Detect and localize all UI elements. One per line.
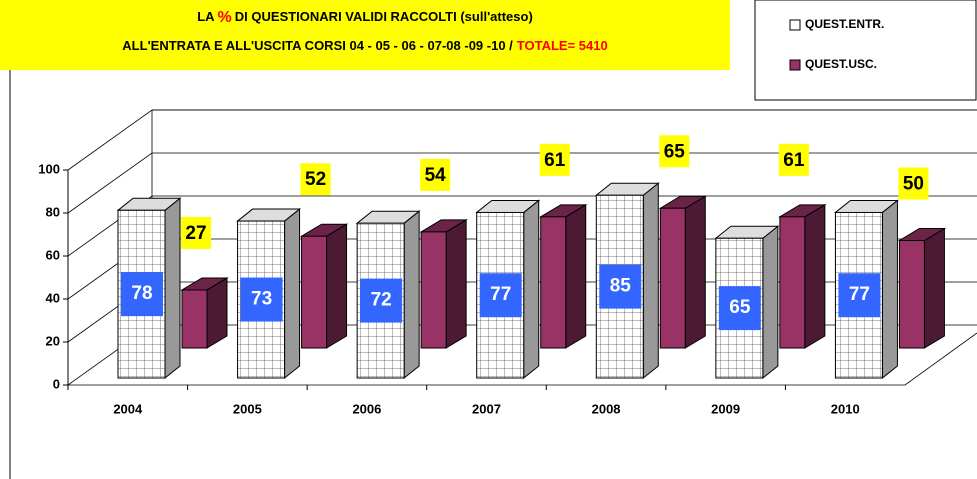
value-label: 65 <box>664 141 686 162</box>
bar-exit <box>658 195 708 349</box>
bar-exit-front <box>181 289 208 349</box>
legend-box <box>754 0 977 101</box>
value-label-bg <box>479 273 522 318</box>
value-label-bg <box>240 277 283 322</box>
x-tick-label: 2008 <box>592 401 621 416</box>
value-label: 52 <box>305 169 326 190</box>
bar-exit <box>897 227 947 349</box>
bar-exit <box>538 203 588 349</box>
bar-exit-front <box>540 216 567 349</box>
legend-label: QUEST.USC. <box>805 57 877 71</box>
value-label: 77 <box>849 284 870 305</box>
value-label: 61 <box>783 150 805 171</box>
bar-exit-side <box>684 195 706 349</box>
legend-swatch <box>789 19 801 31</box>
title-part: DI QUESTIONARI VALIDI RACCOLTI (sull'att… <box>235 9 533 24</box>
value-label-bg <box>838 273 881 318</box>
bar-exit-side <box>445 219 467 349</box>
bar-entry-side <box>642 182 659 380</box>
y-tick-label: 100 <box>38 161 60 176</box>
legend-label: QUEST.ENTR. <box>805 17 884 31</box>
bar-entry-side <box>523 199 540 380</box>
bar-entry-side <box>284 208 301 380</box>
subtitle-part: TOTALE= 5410 <box>517 38 608 53</box>
y-tick-label: 80 <box>46 204 60 219</box>
value-label-bg <box>659 135 690 168</box>
title-box <box>0 0 730 70</box>
bar-exit-front <box>898 240 925 349</box>
bar-exit <box>180 277 229 349</box>
value-label: 50 <box>903 174 924 195</box>
value-label-bg <box>121 272 163 317</box>
value-label: 61 <box>544 150 566 171</box>
y-tick-label: 60 <box>46 247 60 262</box>
bar-entry-side <box>762 225 779 380</box>
bar-exit-side <box>804 203 826 349</box>
value-label-bg <box>539 143 570 176</box>
bar-exit-side <box>923 227 945 349</box>
bar-exit-front <box>301 235 328 349</box>
value-label: 27 <box>185 223 206 244</box>
bar-exit-front <box>779 216 806 349</box>
y-tick-label: 40 <box>46 290 60 305</box>
bar-exit-side <box>565 203 587 349</box>
x-tick-label: 2006 <box>352 401 381 416</box>
value-label-bg <box>360 278 403 323</box>
bar-entry-side <box>403 210 420 380</box>
title-part: LA <box>197 9 215 24</box>
value-label-bg <box>778 143 809 176</box>
value-label-bg <box>300 163 331 196</box>
bar-entry-side <box>881 199 898 380</box>
bar-entry-side <box>164 197 181 380</box>
bar-exit <box>299 223 349 349</box>
bar-exit <box>419 219 468 349</box>
bar-exit-side <box>326 223 348 349</box>
chart-title: LA% DI QUESTIONARI VALIDI RACCOLTI (sull'… <box>197 9 533 26</box>
value-label: 77 <box>490 284 511 305</box>
bar-entry <box>834 199 899 380</box>
bar-exit-front <box>659 207 686 349</box>
subtitle-part: ALL'ENTRATA E ALL'USCITA CORSI 04 - 05 -… <box>122 38 513 53</box>
legend-swatch <box>789 59 801 71</box>
x-tick-label: 2005 <box>233 401 262 416</box>
x-tick-label: 2010 <box>831 401 860 416</box>
y-tick-label: 20 <box>46 333 60 348</box>
chart-subtitle: ALL'ENTRATA E ALL'USCITA CORSI 04 - 05 -… <box>122 38 607 53</box>
value-label: 85 <box>610 276 632 297</box>
value-label: 73 <box>251 289 272 310</box>
value-label-bg <box>599 264 642 309</box>
x-tick-label: 2004 <box>113 401 143 416</box>
grid-line <box>67 152 977 214</box>
x-tick-label: 2007 <box>472 401 501 416</box>
value-label: 78 <box>131 283 152 304</box>
bar-exit <box>778 203 827 349</box>
value-label: 65 <box>729 297 751 318</box>
y-tick-label: 0 <box>53 376 60 391</box>
x-tick-label: 2009 <box>711 401 740 416</box>
value-label-bg <box>898 167 929 200</box>
grid-line <box>67 109 977 171</box>
value-label-bg <box>718 286 761 331</box>
value-label-bg <box>181 216 211 249</box>
value-label: 54 <box>425 165 447 186</box>
value-label-bg <box>420 158 451 191</box>
bar-exit-front <box>420 231 447 349</box>
value-label: 72 <box>371 290 392 311</box>
title-part: % <box>218 9 232 26</box>
